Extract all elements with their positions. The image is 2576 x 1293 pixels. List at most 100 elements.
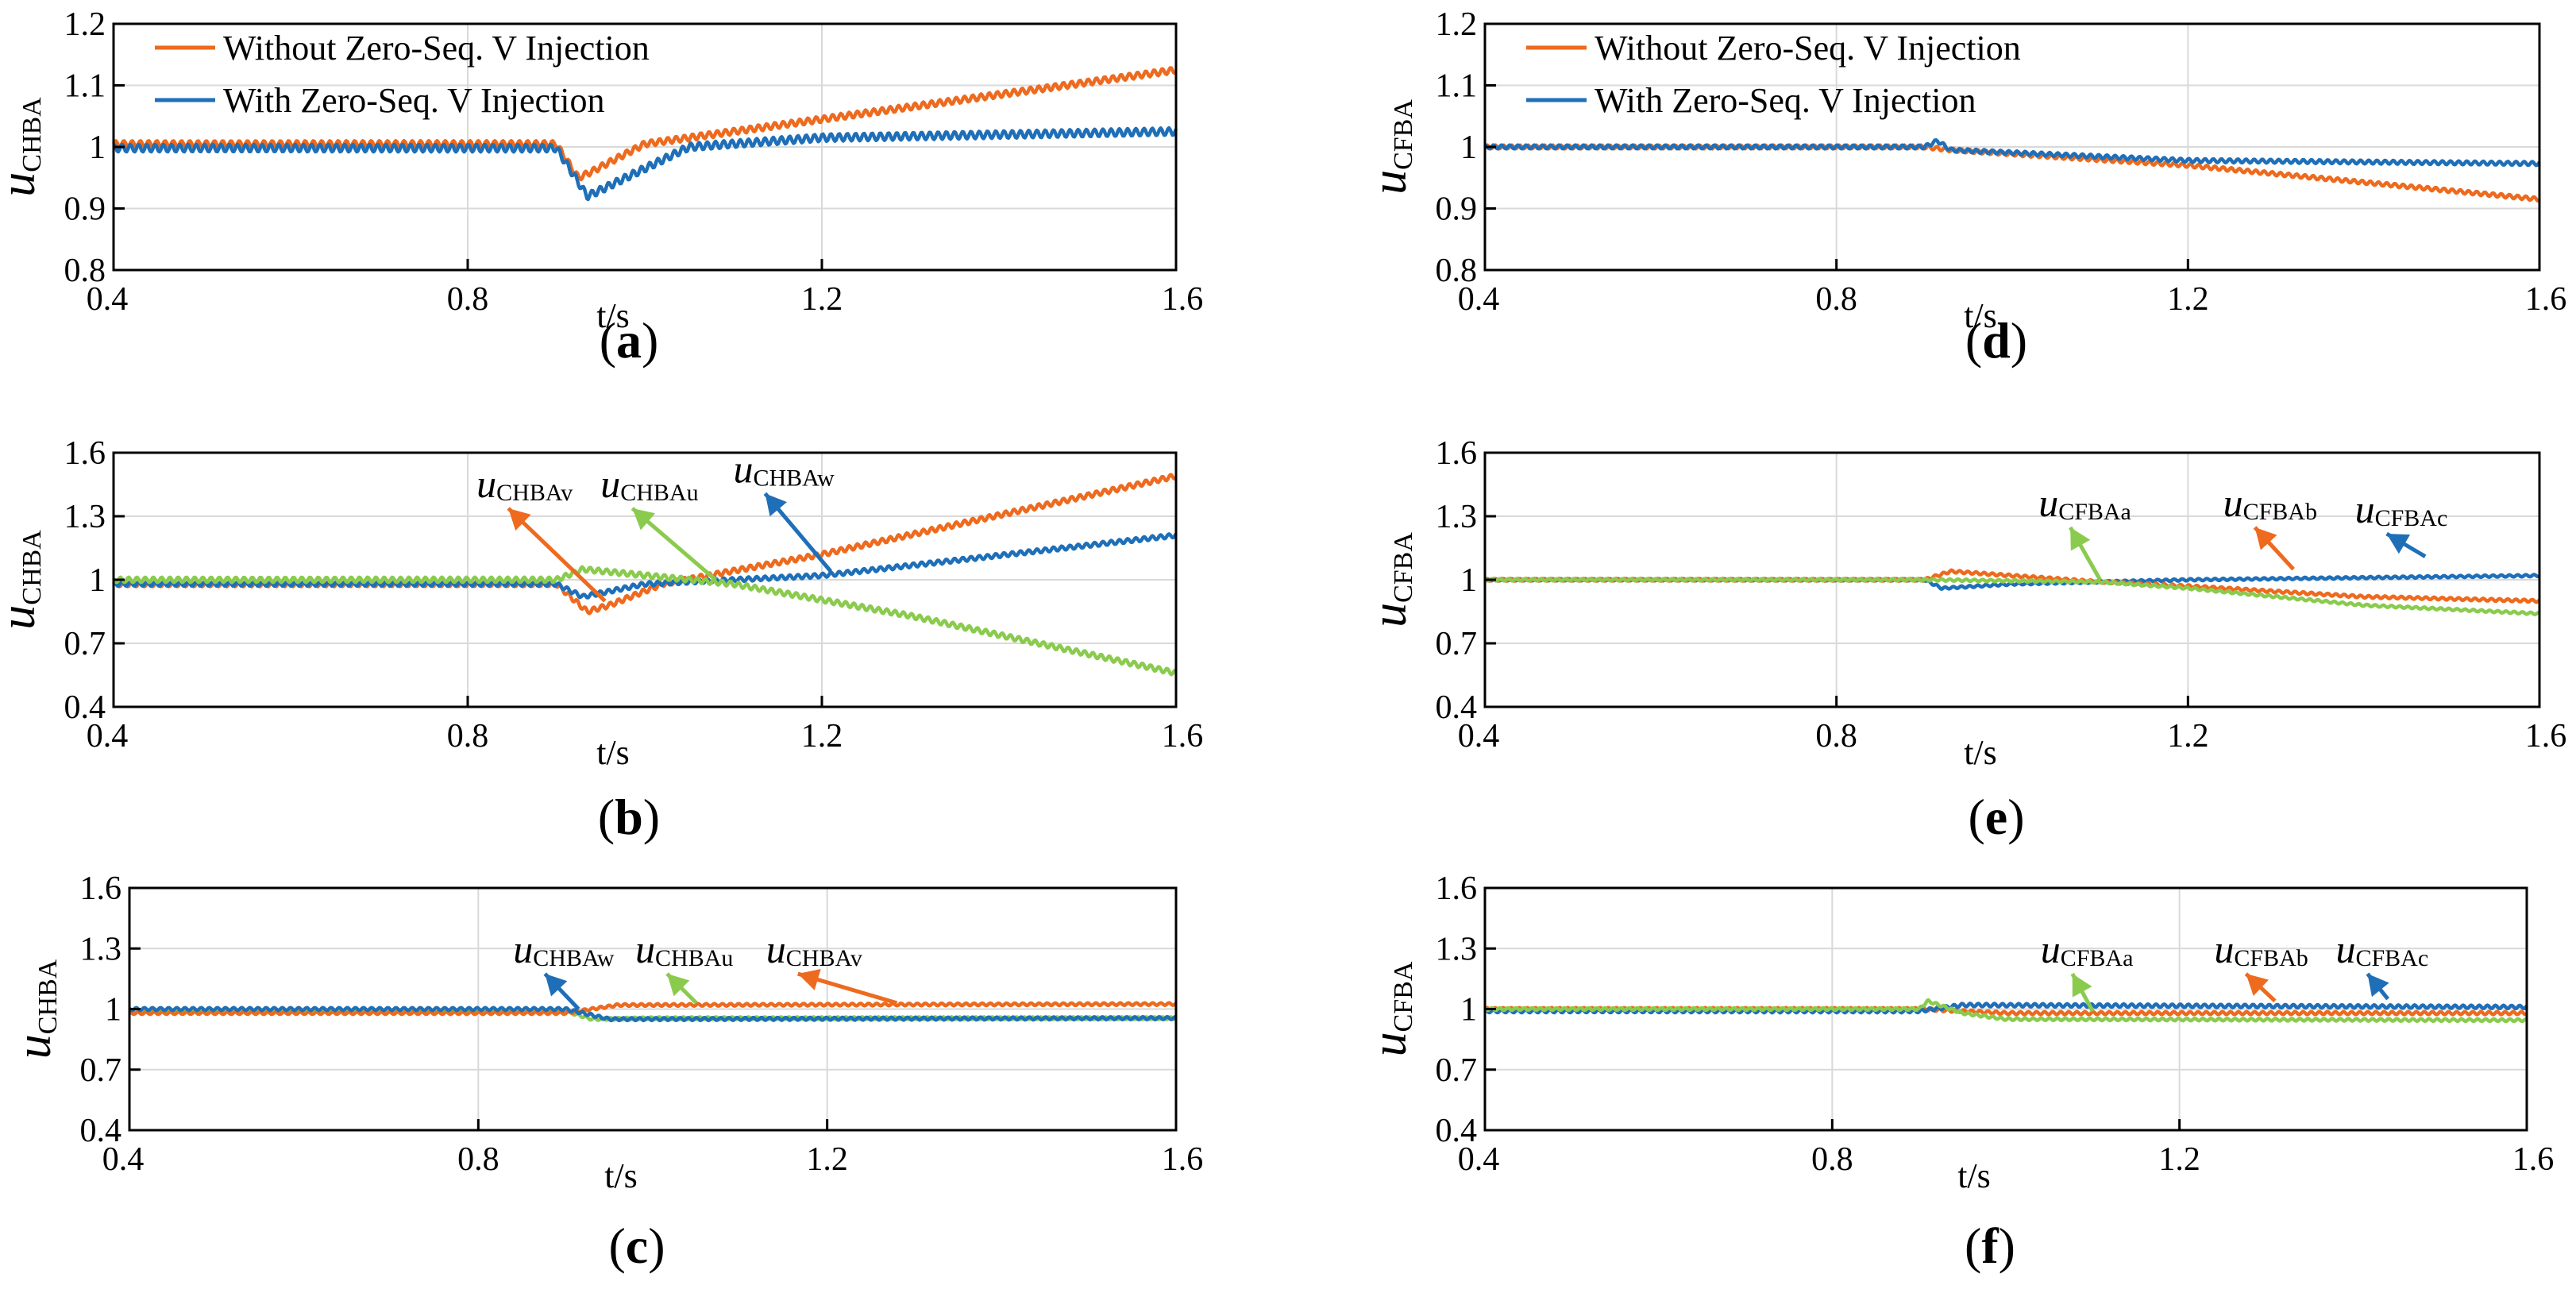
x-tick-label: 1.6 <box>1162 281 1204 318</box>
annotation-label-subscript: CHBAw <box>754 465 835 491</box>
legend-entry: With Zero-Seq. V Injection <box>223 81 605 120</box>
y-axis-label: uCHBA <box>0 530 47 630</box>
y-tick-label: 1.6 <box>1436 435 1478 472</box>
caption-close-paren: ) <box>1999 1218 2015 1274</box>
annotation-label: uCFBAc <box>2335 927 2428 971</box>
annotation-arrow-head <box>2072 974 2092 998</box>
y-tick-label: 0.7 <box>64 626 106 662</box>
y-axis-label-main: u <box>0 172 45 197</box>
y-tick-label: 1.6 <box>1436 870 1478 907</box>
y-tick-label: 1.1 <box>64 68 106 105</box>
x-tick-label: 1.6 <box>1162 718 1204 755</box>
legend-entry: Without Zero-Seq. V Injection <box>223 29 650 68</box>
y-tick-label: 1.1 <box>1436 68 1478 105</box>
subfigure-caption: (a) <box>600 312 659 369</box>
y-tick-label: 0.4 <box>64 689 106 726</box>
legend: Without Zero-Seq. V Injection With Zero-S… <box>1526 29 2021 120</box>
y-axis-label-subscript: CHBA <box>17 97 47 172</box>
caption-open-paren: ( <box>1965 312 1982 369</box>
subfigure-caption: (f) <box>1965 1218 2015 1274</box>
annotation-label-subscript: CFBAa <box>2061 945 2134 971</box>
annotation-arrow-head <box>765 493 787 517</box>
series-line-orange <box>1484 568 2541 604</box>
y-tick-label: 0.7 <box>1436 626 1478 662</box>
y-axis-label-subscript: CFBA <box>1389 961 1418 1032</box>
x-tick-label: 0.8 <box>1815 281 1857 318</box>
chart-panel-b: 0.40.81.21.60.40.711.31.6t/suCHBAuCHBAvu… <box>0 435 1203 845</box>
x-axis-label: t/s <box>1964 296 1997 335</box>
caption-open-paren: ( <box>1968 789 1984 845</box>
x-tick-label: 0.4 <box>102 1141 145 1178</box>
subfigure-caption: (d) <box>1965 312 2027 369</box>
annotation-label-main: u <box>734 446 754 491</box>
y-axis-label: uCFBA <box>1363 99 1418 195</box>
y-tick-label: 0.7 <box>80 1052 122 1089</box>
x-tick-label: 0.8 <box>447 718 489 755</box>
caption-open-paren: ( <box>1965 1218 1981 1274</box>
caption-open-paren: ( <box>598 789 615 845</box>
series-line-green <box>1483 998 2528 1024</box>
x-axis-label: t/s <box>596 733 630 772</box>
series-line-blue <box>1484 138 2541 168</box>
y-axis-label: uCFBA <box>1363 961 1418 1056</box>
caption-open-paren: ( <box>600 312 616 369</box>
caption-close-paren: ) <box>2011 312 2027 369</box>
annotation-label: uCFBAa <box>2041 927 2134 971</box>
y-tick-label: 0.4 <box>1436 1113 1478 1149</box>
annotation-arrow-head <box>545 974 568 997</box>
caption-open-paren: ( <box>608 1218 625 1274</box>
x-axis-label: t/s <box>1964 733 1997 772</box>
y-tick-label: 1.2 <box>64 6 106 43</box>
y-tick-label: 1.6 <box>80 870 122 907</box>
y-tick-label: 1.3 <box>80 931 122 967</box>
annotation-label-subscript: CFBAc <box>2355 945 2428 971</box>
y-tick-label: 1 <box>1460 992 1477 1029</box>
caption-close-paren: ) <box>642 312 658 369</box>
annotation-label: uCFBAc <box>2355 487 2448 531</box>
y-tick-label: 1 <box>105 992 121 1029</box>
x-tick-label: 1.2 <box>2158 1141 2200 1178</box>
series-line-green <box>112 565 1177 677</box>
x-tick-label: 1.6 <box>2525 281 2567 318</box>
caption-letter: d <box>1982 312 2011 369</box>
y-axis-label: uCFBA <box>1363 532 1418 627</box>
chart-panel-a: 0.40.81.21.60.80.911.11.2t/suCHBAWithout… <box>0 6 1203 369</box>
y-tick-label: 1.6 <box>64 435 106 472</box>
y-axis-label: uCHBA <box>0 97 47 197</box>
x-tick-label: 1.6 <box>2512 1141 2555 1178</box>
annotation-label-subscript: CFBAc <box>2375 505 2448 531</box>
y-axis-label-main: u <box>7 1034 61 1059</box>
y-tick-label: 1 <box>1460 562 1477 599</box>
annotation-label: uCFBAa <box>2038 481 2131 525</box>
series-line-orange <box>129 1001 1178 1017</box>
x-axis-label: t/s <box>596 296 630 335</box>
y-tick-label: 1.3 <box>1436 931 1478 967</box>
y-tick-label: 0.8 <box>64 253 106 289</box>
x-axis-label: t/s <box>604 1156 638 1195</box>
y-tick-label: 1 <box>1460 129 1477 166</box>
x-tick-label: 1.2 <box>801 718 843 755</box>
annotation-arrow-head <box>2070 527 2091 551</box>
legend-entry: With Zero-Seq. V Injection <box>1595 81 1976 120</box>
annotation-arrow-head <box>797 968 821 990</box>
y-axis-label-main: u <box>1363 1032 1417 1056</box>
caption-close-paren: ) <box>2007 789 2024 845</box>
annotation-label-subscript: CHBAv <box>786 945 862 971</box>
annotation-arrow-shaft <box>507 507 607 603</box>
subfigure-caption: (e) <box>1968 789 2024 845</box>
annotation-label-main: u <box>2335 927 2355 971</box>
y-tick-label: 0.9 <box>1436 191 1478 228</box>
annotation-label: uCHBAw <box>513 927 615 971</box>
annotation-label-main: u <box>2214 927 2234 971</box>
x-tick-label: 0.8 <box>1815 718 1857 755</box>
y-axis-label-subscript: CHBA <box>33 959 63 1034</box>
annotation-label-main: u <box>476 461 496 506</box>
y-tick-label: 0.9 <box>64 191 106 228</box>
annotation-label-subscript: CFBAb <box>2243 499 2317 525</box>
x-tick-label: 0.4 <box>1458 718 1500 755</box>
x-tick-label: 1.2 <box>2167 281 2209 318</box>
x-tick-label: 1.2 <box>2167 718 2209 755</box>
y-tick-label: 1 <box>89 562 106 599</box>
annotation-label-subscript: CHBAu <box>655 945 733 971</box>
